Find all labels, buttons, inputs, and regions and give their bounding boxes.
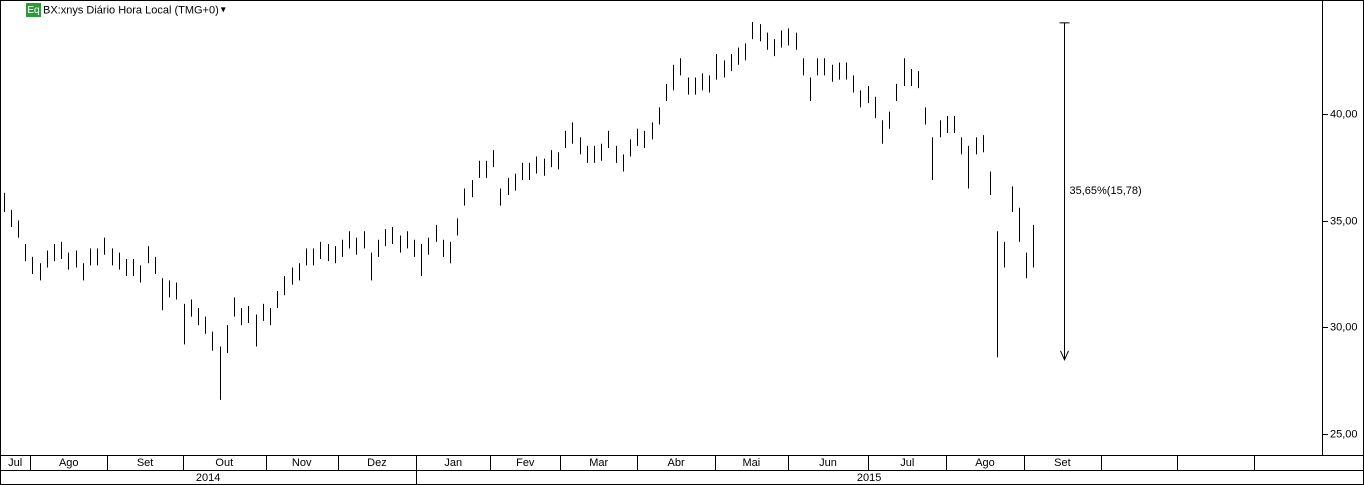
y-tick-label: 35,00 xyxy=(1330,215,1358,227)
header[interactable]: Eq BX:xnys Diário Hora Local (TMG+0) ▾ xyxy=(26,3,226,17)
x-month-label: Out xyxy=(215,457,233,469)
header-icon: Eq xyxy=(27,5,39,16)
x-month-label: Set xyxy=(137,457,154,469)
x-year-label: 2014 xyxy=(196,472,220,484)
x-month-label: Ago xyxy=(975,457,995,469)
x-year-label: 2015 xyxy=(857,472,881,484)
x-month-label: Mai xyxy=(742,457,760,469)
measure-arrowhead xyxy=(1060,350,1069,362)
x-month-label: Ago xyxy=(59,457,79,469)
y-tick-label: 25,00 xyxy=(1330,428,1358,440)
y-tick-label: 40,00 xyxy=(1330,108,1358,120)
x-month-label: Jul xyxy=(8,457,22,469)
x-month-label: Jan xyxy=(444,457,462,469)
x-month-label: Fev xyxy=(516,457,535,469)
x-month-label: Dez xyxy=(367,457,387,469)
y-tick-label: 30,00 xyxy=(1330,321,1358,333)
x-month-label: Mar xyxy=(589,457,608,469)
x-month-label: Abr xyxy=(668,457,685,469)
header-icon-bg xyxy=(26,3,41,17)
x-month-label: Set xyxy=(1054,457,1071,469)
measure-label: 35,65%(15,78) xyxy=(1070,185,1142,197)
x-month-label: Nov xyxy=(292,457,312,469)
header-title: BX:xnys Diário Hora Local (TMG+0) xyxy=(43,4,219,16)
header-menu[interactable]: ▾ xyxy=(221,5,226,16)
x-month-label: Jun xyxy=(819,457,837,469)
x-month-label: Jul xyxy=(900,457,914,469)
